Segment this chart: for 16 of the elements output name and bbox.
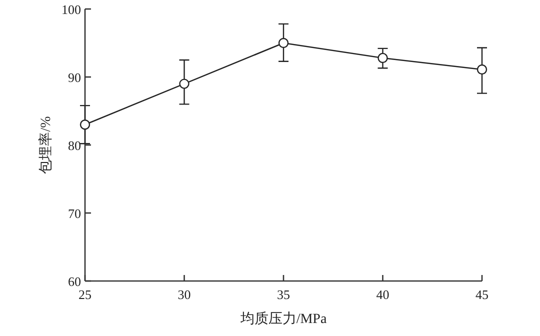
y-tick-label: 80 [68,138,81,153]
point [476,64,488,75]
point [179,78,190,89]
point [378,52,388,64]
y-axis-title: 包埋率/% [38,116,54,174]
point [278,38,289,48]
y-tick-label: 100 [62,2,81,17]
y-tick-label: 70 [68,206,81,221]
y-tick-label: 60 [68,274,81,289]
y-tick-label: 90 [68,70,81,85]
x-tick-label: 25 [78,287,92,302]
x-tick-label: 45 [476,287,488,302]
x-tick-label: 35 [277,287,290,302]
x-axis-title: 均质压力/MPa [239,311,328,327]
x-tick-label: 40 [376,287,390,302]
x-tick-label: 30 [178,287,191,302]
